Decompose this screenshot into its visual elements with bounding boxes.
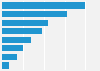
Bar [2, 20, 48, 26]
Bar [2, 45, 23, 51]
Bar [2, 62, 9, 69]
Bar [2, 37, 31, 43]
Bar [2, 28, 42, 34]
Bar [2, 2, 86, 9]
Bar [2, 54, 17, 60]
Bar [2, 11, 67, 17]
